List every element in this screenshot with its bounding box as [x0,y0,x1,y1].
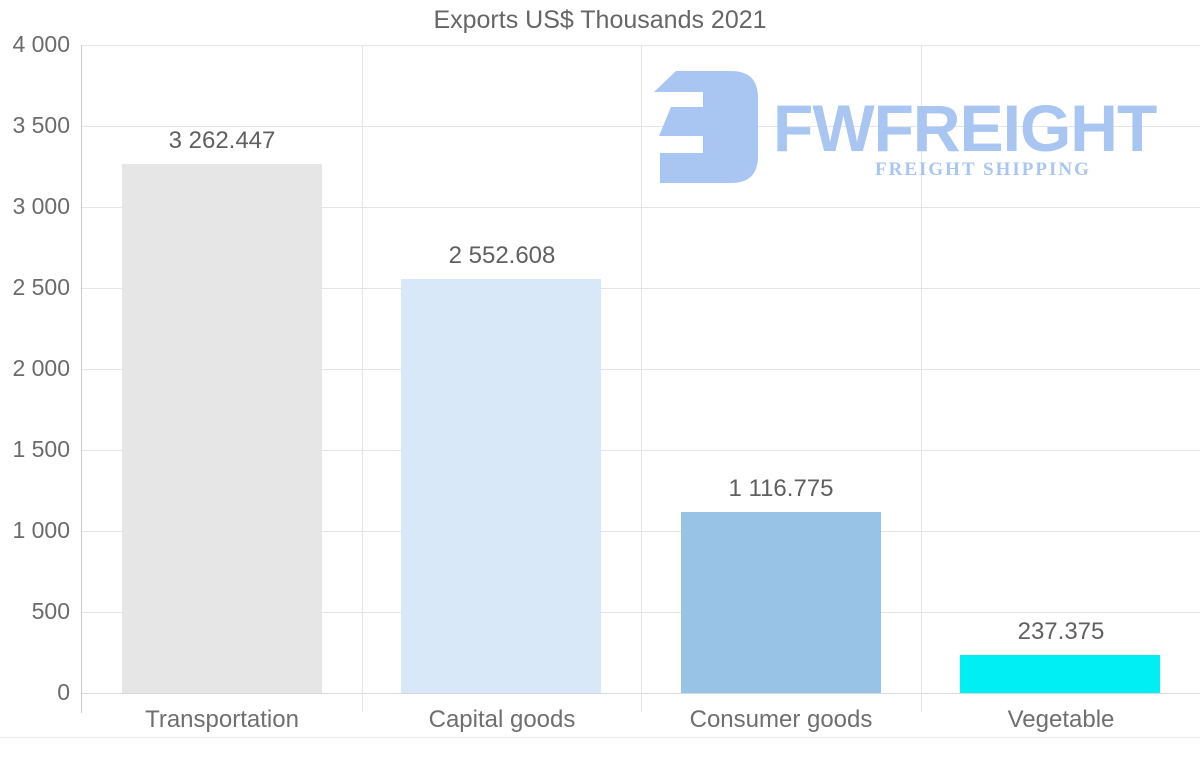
y-tick-label: 3 000 [12,193,70,219]
category-label-consumer-goods: Consumer goods [689,706,873,733]
y-tick-label: 2 500 [12,274,70,300]
y-tick-label: 1 000 [12,517,70,543]
gridline-x-separator [640,45,642,712]
y-tick-label: 2 000 [12,355,70,381]
y-tick-label: 4 000 [12,31,70,57]
bar-value-label: 237.375 [1017,618,1105,645]
y-tick-label: 3 500 [12,112,70,138]
logo-subtitle: FREIGHT SHIPPING [875,159,1091,180]
logo: FWFREIGHT FREIGHT SHIPPING [651,71,1157,186]
category-label-vegetable: Vegetable [1007,706,1115,733]
gridline-x-separator [920,45,922,712]
bar-value-label: 3 262.447 [168,127,276,154]
y-axis-line [81,45,82,713]
gridline-x-separator [361,45,363,712]
y-tick-label: 0 [57,679,70,705]
bar-value-label: 2 552.608 [448,242,556,269]
category-label-capital-goods: Capital goods [428,706,576,733]
logo-mark-icon [654,71,758,183]
bar-consumer-goods [681,512,881,693]
bar-vegetable [960,655,1160,693]
bar-capital-goods [401,279,601,693]
bottom-divider [0,737,1200,738]
category-label-transportation: Transportation [145,706,299,733]
plot-area: 3 262.447 2 552.608 1 116.775 237.375 [82,44,1200,712]
chart-title: Exports US$ Thousands 2021 [433,6,767,34]
y-tick-label: 1 500 [12,436,70,462]
logo-wordmark: FWFREIGHT [773,91,1157,165]
bar-transportation [122,164,322,693]
bar-value-label: 1 116.775 [728,475,834,502]
y-tick-label: 500 [31,598,70,624]
